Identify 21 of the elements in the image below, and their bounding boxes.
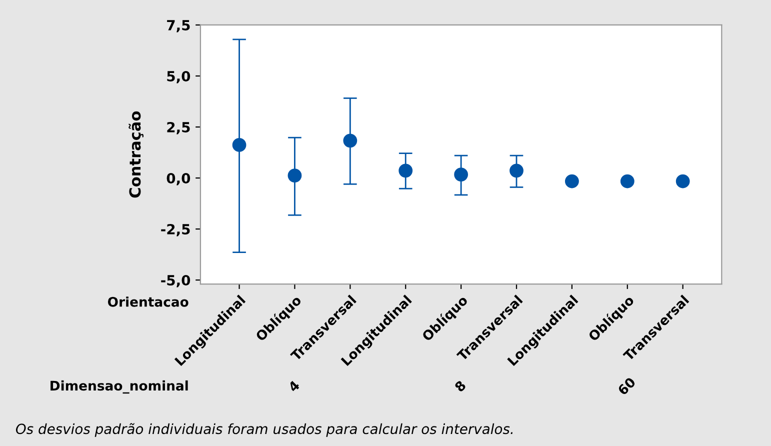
- text: Os desvios padrão individuais foram usados para calcular os intervalos.: [16, 423, 513, 437]
- point: [398, 164, 413, 178]
- point: [676, 174, 690, 188]
- point: [620, 174, 634, 188]
- text: 4: [288, 380, 300, 392]
- y-tick-label: 5,0: [167, 70, 190, 84]
- text: Dimensao_nominal: [50, 380, 188, 394]
- point: [288, 168, 302, 182]
- point: [343, 134, 358, 148]
- y-tick-label: 2,5: [167, 122, 190, 134]
- y-tick-label: -2,5: [161, 224, 190, 236]
- point: [510, 164, 524, 178]
- point: [454, 168, 468, 182]
- y-tick-label: 0,0: [166, 172, 190, 186]
- text: 8: [454, 380, 466, 392]
- text: 60: [617, 376, 636, 396]
- y-tick-label: 7,5: [167, 20, 190, 32]
- y-tick-label: -5,0: [161, 274, 190, 288]
- y-axis-title: Contração: [128, 111, 144, 198]
- point: [565, 174, 579, 188]
- point: [232, 138, 246, 152]
